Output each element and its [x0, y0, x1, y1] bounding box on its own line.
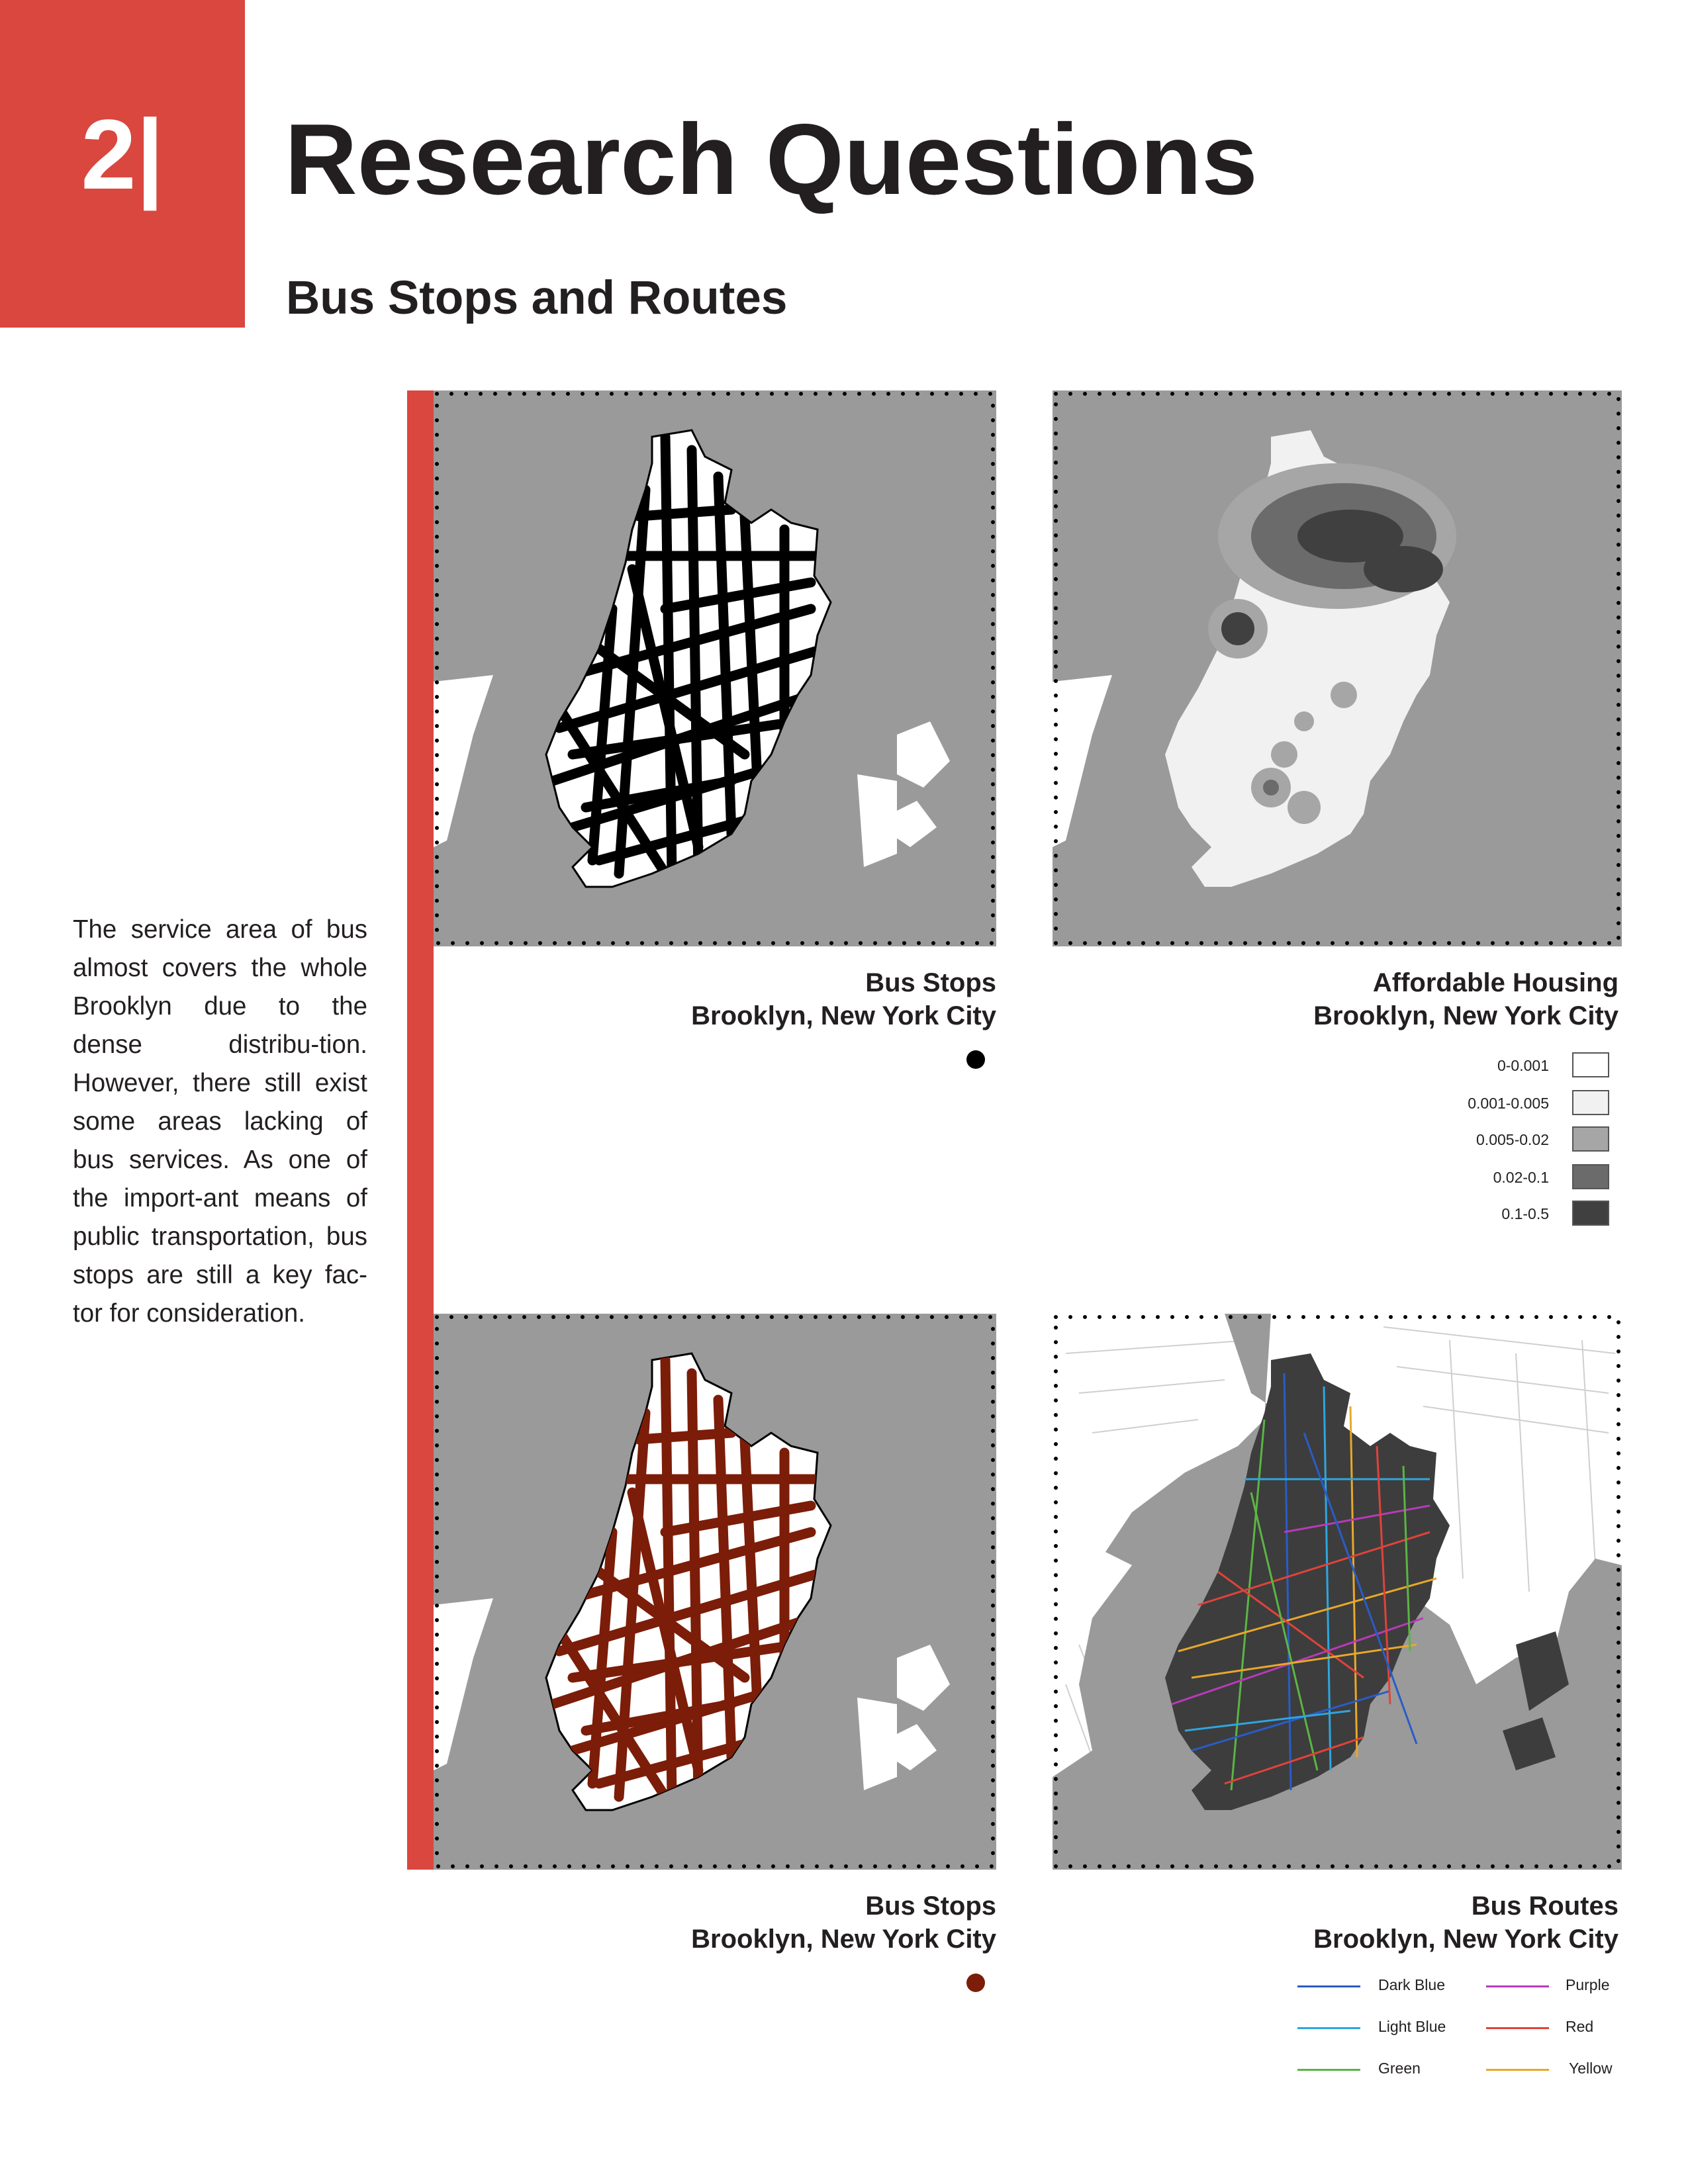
housing-legend-label: 0.02-0.1 [1493, 1169, 1549, 1186]
route-legend-label: Purple [1566, 1976, 1610, 1993]
route-legend-label: Red [1566, 2018, 1594, 2035]
route-legend-label: Light Blue [1378, 2018, 1446, 2035]
route-legend-label: Yellow [1569, 2060, 1613, 2077]
route-legend-line [1297, 1985, 1360, 1987]
housing-legend-swatch [1572, 1164, 1609, 1189]
route-legend-label: Green [1378, 2060, 1421, 2077]
accent-bar [407, 390, 434, 1870]
route-legend-label: Dark Blue [1378, 1976, 1445, 1993]
section-title: Bus Stops and Routes [286, 272, 788, 324]
map-2-caption-title: Affordable Housing [1372, 968, 1618, 997]
map-3-caption: Bus Stops Brooklyn, New York City [596, 1889, 996, 1956]
map-4-caption-place: Brooklyn, New York City [1313, 1925, 1618, 1954]
map-4-caption-title: Bus Routes [1471, 1891, 1618, 1921]
housing-legend-swatch [1572, 1126, 1609, 1152]
bus-stops-map-red [434, 1314, 996, 1870]
route-legend-line [1297, 2069, 1360, 2071]
map-3-caption-place: Brooklyn, New York City [691, 1925, 996, 1954]
housing-legend-label: 0.1-0.5 [1501, 1205, 1549, 1222]
page-title: Research Questions [285, 103, 1258, 216]
housing-legend-swatch [1572, 1052, 1609, 1077]
housing-legend-swatch [1572, 1201, 1609, 1226]
body-paragraph: The service area of bus almost covers th… [73, 915, 367, 1328]
map-2-caption: Affordable Housing Brooklyn, New York Ci… [1158, 966, 1618, 1032]
bus-stops-map-black [434, 390, 996, 946]
bus-routes-map [1053, 1314, 1622, 1870]
map-1-caption-title: Bus Stops [865, 968, 996, 997]
housing-legend-swatch [1572, 1090, 1609, 1115]
route-legend-line [1486, 2027, 1549, 2029]
housing-legend-label: 0.005-0.02 [1476, 1131, 1549, 1148]
map-4-caption: Bus Routes Brooklyn, New York City [1158, 1889, 1618, 1956]
housing-legend-label: 0-0.001 [1497, 1057, 1549, 1074]
housing-legend-label: 0.001-0.005 [1468, 1095, 1549, 1112]
map-1-legend-dot [966, 1050, 985, 1069]
map-3-legend-dot [966, 1974, 985, 1992]
route-legend-line [1297, 2027, 1360, 2029]
map-2-caption-place: Brooklyn, New York City [1313, 1001, 1618, 1030]
route-legend-line [1486, 1985, 1549, 1987]
chapter-block [0, 0, 245, 328]
map-1-caption: Bus Stops Brooklyn, New York City [596, 966, 996, 1032]
route-legend-line [1486, 2069, 1549, 2071]
map-3-caption-title: Bus Stops [865, 1891, 996, 1921]
map-1-caption-place: Brooklyn, New York City [691, 1001, 996, 1030]
chapter-number: 2| [81, 99, 164, 210]
affordable-housing-map [1053, 390, 1622, 946]
